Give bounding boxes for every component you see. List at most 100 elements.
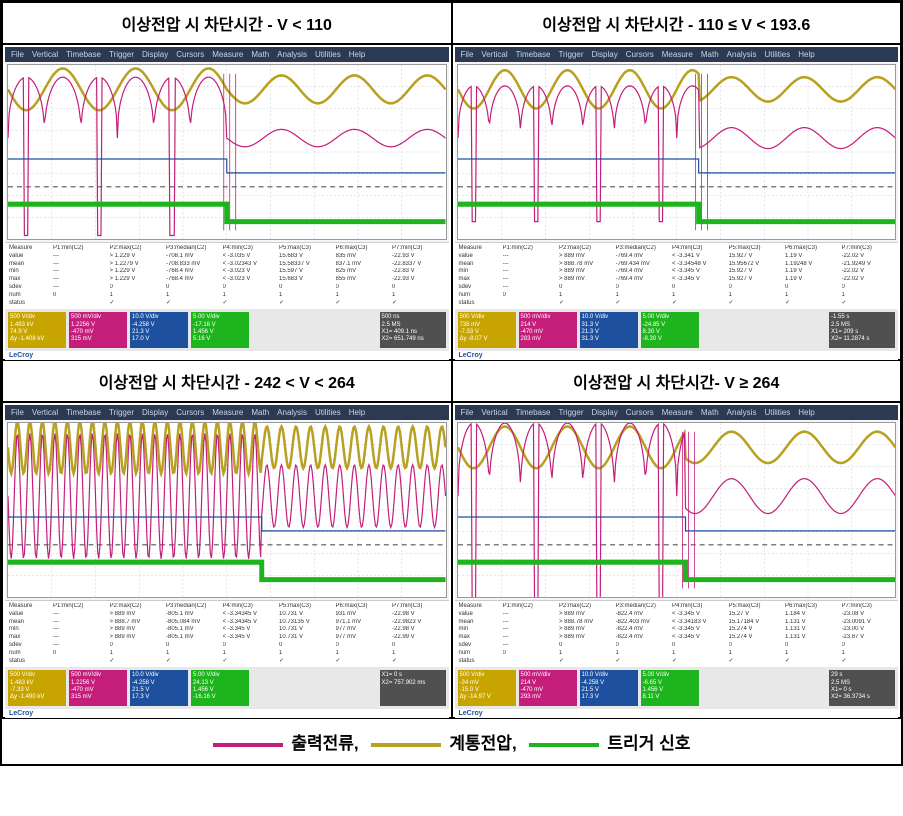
meas-value: 0 (672, 642, 725, 650)
menu-item[interactable]: Cursors (626, 50, 654, 59)
meas-value: < -3.345 V (672, 626, 725, 634)
menu-item[interactable]: Cursors (176, 408, 204, 417)
meas-value: -805.1 mV (166, 626, 219, 634)
meas-value: 1.19 V (785, 276, 838, 284)
meas-value: 0 (392, 642, 445, 650)
meas-value: 0 (336, 284, 389, 292)
meas-value: 1 (729, 650, 782, 658)
meas-value: --- (503, 261, 556, 269)
measurement-table: MeasureP1:min(C2)P2:max(C2)P3:median(C2)… (455, 242, 899, 309)
menu-item[interactable]: Trigger (558, 50, 583, 59)
menu-item[interactable]: Trigger (109, 50, 134, 59)
menu-item[interactable]: Display (142, 408, 168, 417)
meas-value: -22.98 V (392, 626, 445, 634)
meas-value: -822.403 mV (616, 619, 669, 627)
meas-value: --- (53, 642, 106, 650)
menu-item[interactable]: Help (798, 408, 814, 417)
meas-value: --- (503, 626, 556, 634)
figure-container: 이상전압 시 차단시간 - V < 110 이상전압 시 차단시간 - 110 … (0, 0, 903, 766)
meas-value: -769.4 mV (616, 253, 669, 261)
channel-c4: 5.00 V/div-6.65 V1.456 V8.11 V (641, 670, 699, 706)
menu-item[interactable]: Help (798, 50, 814, 59)
meas-value: 855 mV (336, 276, 389, 284)
menu-item[interactable]: Trigger (109, 408, 134, 417)
menu-item[interactable]: Vertical (481, 408, 507, 417)
menu-item[interactable]: File (461, 50, 474, 59)
meas-value: 1 (223, 650, 276, 658)
meas-value: --- (53, 284, 106, 292)
menu-item[interactable]: Vertical (32, 408, 58, 417)
meas-header: P2:max(C2) (110, 245, 163, 253)
meas-value: ✓ (559, 658, 612, 666)
menu-item[interactable]: Measure (662, 408, 693, 417)
meas-value: ✓ (559, 300, 612, 308)
menu-item[interactable]: File (11, 50, 24, 59)
menu-item[interactable]: Timebase (66, 408, 101, 417)
menu-item[interactable]: Utilities (764, 408, 790, 417)
meas-header: P5:max(C3) (729, 603, 782, 611)
menu-item[interactable]: Math (251, 408, 269, 417)
meas-value: --- (503, 284, 556, 292)
menu-item[interactable]: Vertical (32, 50, 58, 59)
menu-item[interactable]: Math (701, 408, 719, 417)
menu-item[interactable]: Help (349, 50, 365, 59)
menu-item[interactable]: File (461, 408, 474, 417)
meas-value: ✓ (336, 658, 389, 666)
meas-value: 1.19248 V (785, 261, 838, 269)
meas-value: 0 (672, 284, 725, 292)
menu-item[interactable]: Help (349, 408, 365, 417)
menu-item[interactable]: Math (251, 50, 269, 59)
menu-item[interactable]: Timebase (516, 408, 551, 417)
meas-header: P2:max(C2) (110, 603, 163, 611)
meas-value (503, 658, 556, 666)
channel-c1: 500 V/div738 mV-7.33 VΔy -8.07 V (458, 312, 516, 348)
menu-item[interactable]: Display (592, 50, 618, 59)
meas-value: 1 (336, 292, 389, 300)
menu-item[interactable]: Cursors (626, 408, 654, 417)
meas-value: --- (503, 619, 556, 627)
panel-bl: File Vertical Timebase Trigger Display Cursor… (2, 402, 452, 718)
meas-value: --- (503, 611, 556, 619)
meas-value: 15.17184 V (729, 619, 782, 627)
meas-value: > 889 mV (559, 626, 612, 634)
meas-value: > 1.229 V (110, 276, 163, 284)
meas-value: 0 (392, 284, 445, 292)
menu-item[interactable]: Analysis (727, 50, 757, 59)
menu-item[interactable]: Measure (662, 50, 693, 59)
menu-item[interactable]: Cursors (176, 50, 204, 59)
meas-value: 0 (279, 642, 332, 650)
legend-current-label: 출력전류, (291, 734, 358, 753)
menu-item[interactable]: Trigger (558, 408, 583, 417)
meas-value: ✓ (279, 658, 332, 666)
menu-item[interactable]: Measure (212, 408, 243, 417)
menu-item[interactable]: Utilities (315, 408, 341, 417)
legend-line-trigger (529, 743, 599, 747)
meas-value: 835 mV (336, 253, 389, 261)
menu-item[interactable]: Measure (212, 50, 243, 59)
meas-value: -22.93 V (392, 253, 445, 261)
meas-value: 0 (53, 292, 106, 300)
meas-value: 15.27 V (729, 611, 782, 619)
menu-item[interactable]: Display (592, 408, 618, 417)
menu-item[interactable]: File (11, 408, 24, 417)
menu-item[interactable]: Display (142, 50, 168, 59)
menu-item[interactable]: Utilities (764, 50, 790, 59)
meas-value: ✓ (672, 300, 725, 308)
menu-item[interactable]: Utilities (315, 50, 341, 59)
meas-value: -22.8337 V (392, 261, 445, 269)
menu-item[interactable]: Timebase (66, 50, 101, 59)
meas-value: 1 (616, 650, 669, 658)
meas-value: ✓ (392, 300, 445, 308)
menu-item[interactable]: Analysis (277, 50, 307, 59)
menu-item[interactable]: Analysis (277, 408, 307, 417)
waveform-area (457, 64, 897, 240)
menu-item[interactable]: Math (701, 50, 719, 59)
meas-value: --- (503, 276, 556, 284)
meas-value (53, 658, 106, 666)
menu-item[interactable]: Timebase (516, 50, 551, 59)
meas-value: -769.4 mV (616, 276, 669, 284)
menu-item[interactable]: Vertical (481, 50, 507, 59)
menu-item[interactable]: Analysis (727, 408, 757, 417)
meas-value: 1 (559, 292, 612, 300)
meas-value: -822.4 mV (616, 626, 669, 634)
